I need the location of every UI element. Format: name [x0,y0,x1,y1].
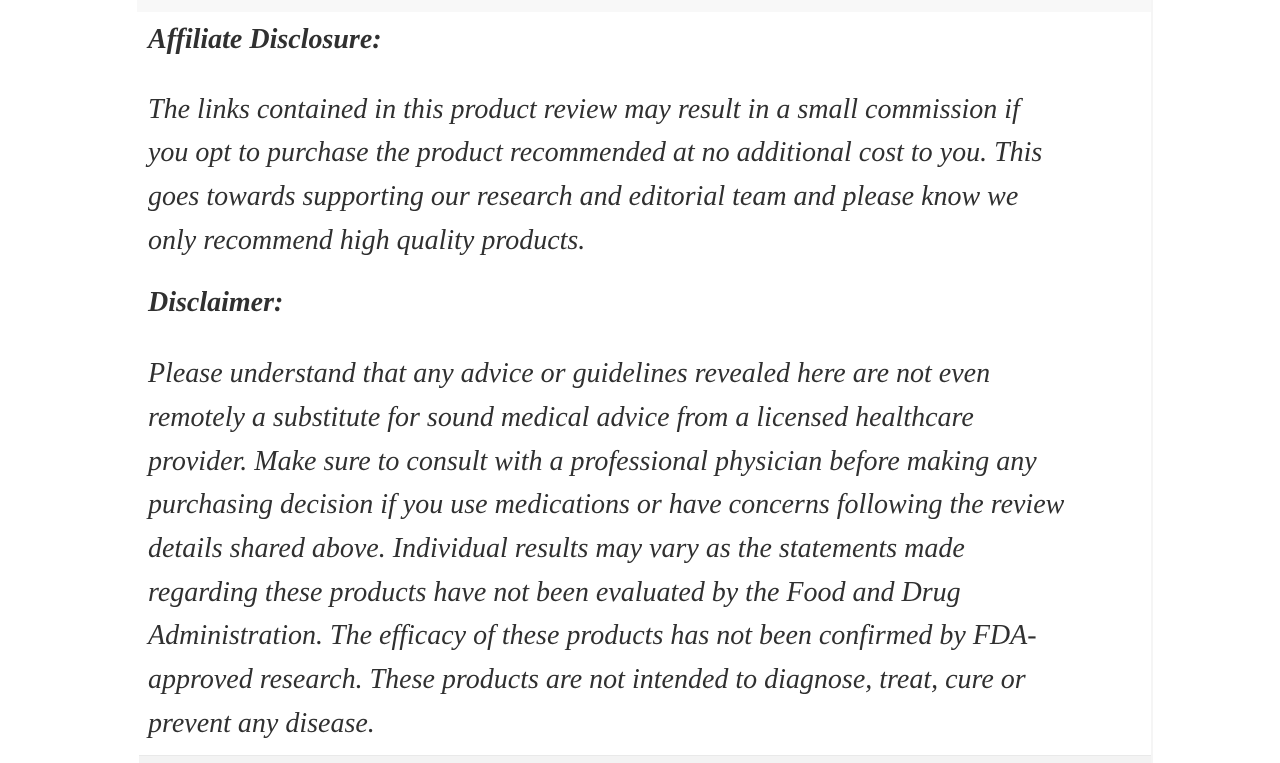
text-line: Administration. The efficacy of these pr… [148,620,1037,652]
text-line: prevent any disease. [148,707,375,739]
disclaimer-paragraph: Please understand that any advice or gui… [148,352,1151,745]
text-line: regarding these products have not been e… [148,576,961,608]
affiliate-disclosure-paragraph: The links contained in this product revi… [148,88,1151,263]
text-line: purchasing decision if you use medicatio… [148,489,1065,521]
text-line: goes towards supporting our research and… [148,181,1019,213]
text-line: only recommend high quality products. [148,224,586,256]
text-line: approved research. These products are no… [148,664,1026,696]
text-line: details shared above. Individual results… [148,533,965,565]
bottom-edge-strip [139,755,1151,763]
top-edge-strip [137,0,1151,12]
text-line: you opt to purchase the product recommen… [148,137,1043,169]
affiliate-disclosure-heading: Affiliate Disclosure: [148,24,382,55]
text-line: provider. Make sure to consult with a pr… [148,445,1037,477]
text-line: remotely a substitute for sound medical … [148,401,974,433]
text-line: The links contained in this product revi… [148,93,1020,125]
disclosure-text-block: Affiliate Disclosure: The links containe… [137,0,1151,746]
disclaimer-heading: Disclaimer: [148,286,284,318]
article-content: Affiliate Disclosure: The links containe… [137,0,1153,763]
text-line: Please understand that any advice or gui… [148,358,991,390]
